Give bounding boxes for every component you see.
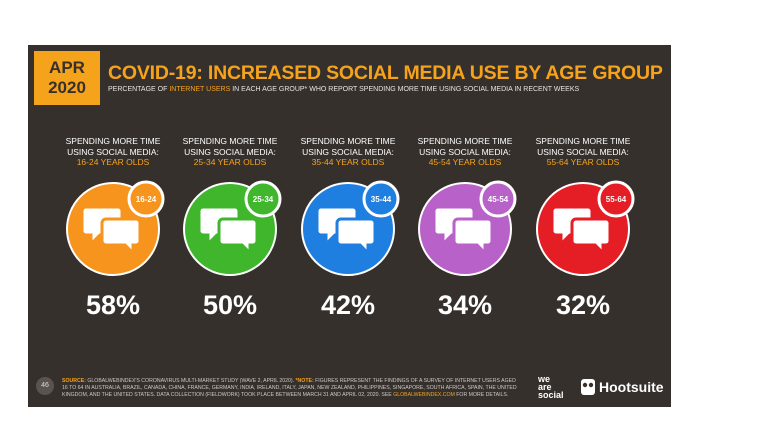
chat-bubble: [100, 217, 142, 257]
page-number: 46: [36, 377, 54, 395]
label-age: 35-44 YEAR OLDS: [311, 157, 385, 167]
slide: APR 2020 COVID-19: INCREASED SOCIAL MEDI…: [28, 45, 671, 407]
owl-icon: [581, 379, 595, 395]
label-line: SPENDING MORE TIME: [300, 136, 396, 146]
title: COVID-19: INCREASED SOCIAL MEDIA USE BY …: [108, 62, 663, 84]
label-age: 45-54 YEAR OLDS: [428, 157, 502, 167]
label-line: SPENDING MORE TIME: [535, 136, 631, 146]
age-icon: 45-54: [418, 180, 517, 276]
chat-bubble: [570, 217, 612, 257]
group-label: SPENDING MORE TIME USING SOCIAL MEDIA: 35-…: [293, 136, 403, 168]
logo-word: we: [538, 374, 551, 384]
subtitle-highlight: INTERNET USERS: [169, 86, 231, 93]
label-line: SPENDING MORE TIME: [182, 136, 278, 146]
badge: [597, 180, 635, 218]
date-box: APR 2020: [34, 51, 100, 105]
source-text: GLOBALWEBINDEX'S CORONAVIRUS MULTI-MARKE…: [85, 378, 296, 384]
label-line: SPENDING MORE TIME: [65, 136, 161, 146]
year: 2020: [48, 78, 86, 97]
chat-bubble: [452, 217, 494, 257]
label-line: USING SOCIAL MEDIA:: [67, 146, 159, 157]
source-tail: FOR MORE DETAILS.: [454, 392, 509, 398]
label-line: USING SOCIAL MEDIA:: [419, 146, 511, 157]
label-line: USING SOCIAL MEDIA:: [302, 146, 394, 157]
group-label: SPENDING MORE TIME USING SOCIAL MEDIA: 55-…: [528, 136, 638, 168]
percentage: 32%: [555, 290, 611, 320]
subtitle: PERCENTAGE OF INTERNET USERS IN EACH AGE…: [108, 86, 579, 93]
percentage: 58%: [85, 290, 141, 320]
source-label: SOURCE:: [62, 378, 86, 384]
badge: [479, 180, 517, 218]
chat-bubble: [217, 217, 259, 257]
badge: [244, 180, 282, 218]
we-are-social-logo: we are social: [538, 374, 564, 400]
label-line: SPENDING MORE TIME: [417, 136, 513, 146]
badge-label: 45-54: [488, 195, 509, 204]
note-label: *NOTE:: [295, 378, 314, 384]
logo-word: social: [538, 390, 564, 400]
percentage: 42%: [320, 290, 376, 320]
label-age: 55-64 YEAR OLDS: [546, 157, 620, 167]
badge-label: 16-24: [136, 195, 157, 204]
age-icon: 55-64: [536, 180, 635, 276]
label-line: USING SOCIAL MEDIA:: [184, 146, 276, 157]
age-icon: 35-44: [301, 180, 400, 276]
age-icon: 25-34: [183, 180, 282, 276]
badge-label: 55-64: [606, 195, 627, 204]
group-label: SPENDING MORE TIME USING SOCIAL MEDIA: 16-…: [58, 136, 168, 168]
label-age: 25-34 YEAR OLDS: [193, 157, 267, 167]
label-line: USING SOCIAL MEDIA:: [537, 146, 629, 157]
hootsuite-logo: Hootsuite: [599, 379, 664, 395]
badge: [127, 180, 165, 218]
month: APR: [49, 58, 85, 77]
source-note: SOURCE: GLOBALWEBINDEX'S CORONAVIRUS MUL…: [62, 378, 522, 399]
subtitle-text: IN EACH AGE GROUP* WHO REPORT SPENDING M…: [230, 86, 580, 93]
age-icon: 16-24: [66, 180, 165, 276]
percentage: 34%: [437, 290, 493, 320]
chat-bubble: [335, 217, 377, 257]
note-text: FIGURES REPRESENT THE FINDINGS OF A SURV…: [62, 378, 517, 398]
group-label: SPENDING MORE TIME USING SOCIAL MEDIA: 25-…: [175, 136, 285, 168]
badge-label: 35-44: [371, 195, 392, 204]
percentage: 50%: [202, 290, 258, 320]
badge-label: 25-34: [253, 195, 274, 204]
link: GLOBALWEBINDEX.COM: [393, 392, 455, 398]
group-label: SPENDING MORE TIME USING SOCIAL MEDIA: 45-…: [410, 136, 520, 168]
subtitle-text: PERCENTAGE OF: [108, 86, 170, 93]
logo-word: are: [538, 382, 552, 392]
label-age: 16-24 YEAR OLDS: [76, 157, 150, 167]
badge: [362, 180, 400, 218]
